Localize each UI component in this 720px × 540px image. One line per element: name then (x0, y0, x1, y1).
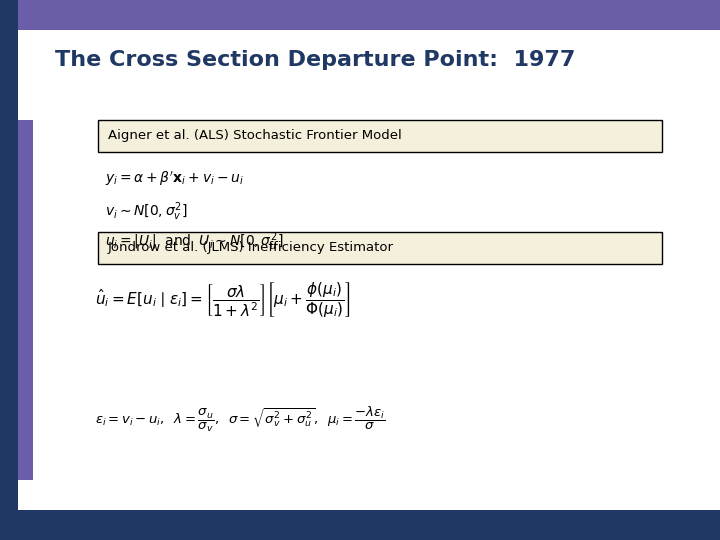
Text: Aigner et al. (ALS) Stochastic Frontier Model: Aigner et al. (ALS) Stochastic Frontier … (108, 130, 402, 143)
Bar (0, 0, 18, 540)
Bar (18, 120, 33, 480)
Text: Jondrow et al. (JLMS) Inefficiency Estimator: Jondrow et al. (JLMS) Inefficiency Estim… (108, 241, 394, 254)
Bar (0, 510, 720, 540)
Text: $v_i \sim N[0, \sigma_v^2]$: $v_i \sim N[0, \sigma_v^2]$ (105, 200, 187, 222)
FancyBboxPatch shape (98, 232, 662, 264)
Text: $\varepsilon_i = v_i - u_i, \;\; \lambda = \dfrac{\sigma_u}{\sigma_v}, \;\; \sig: $\varepsilon_i = v_i - u_i, \;\; \lambda… (95, 405, 386, 434)
Text: The Cross Section Departure Point:  1977: The Cross Section Departure Point: 1977 (55, 50, 575, 70)
Text: $y_i = \alpha + \beta^\prime\mathbf{x}_i + v_i - u_i$: $y_i = \alpha + \beta^\prime\mathbf{x}_i… (105, 170, 244, 188)
Text: 21/78: 21/78 (22, 490, 70, 505)
Bar (0, 0, 720, 30)
Text: $\hat{u}_i = E[u_i \mid \varepsilon_i] = \left[ \dfrac{\sigma\lambda}{1+\lambda^: $\hat{u}_i = E[u_i \mid \varepsilon_i] =… (95, 280, 351, 319)
FancyBboxPatch shape (98, 120, 662, 152)
Text: $u_i = |U_i|\;$ and $\;U_i \sim N[0, \sigma_u^2]$: $u_i = |U_i|\;$ and $\;U_i \sim N[0, \si… (105, 230, 284, 253)
